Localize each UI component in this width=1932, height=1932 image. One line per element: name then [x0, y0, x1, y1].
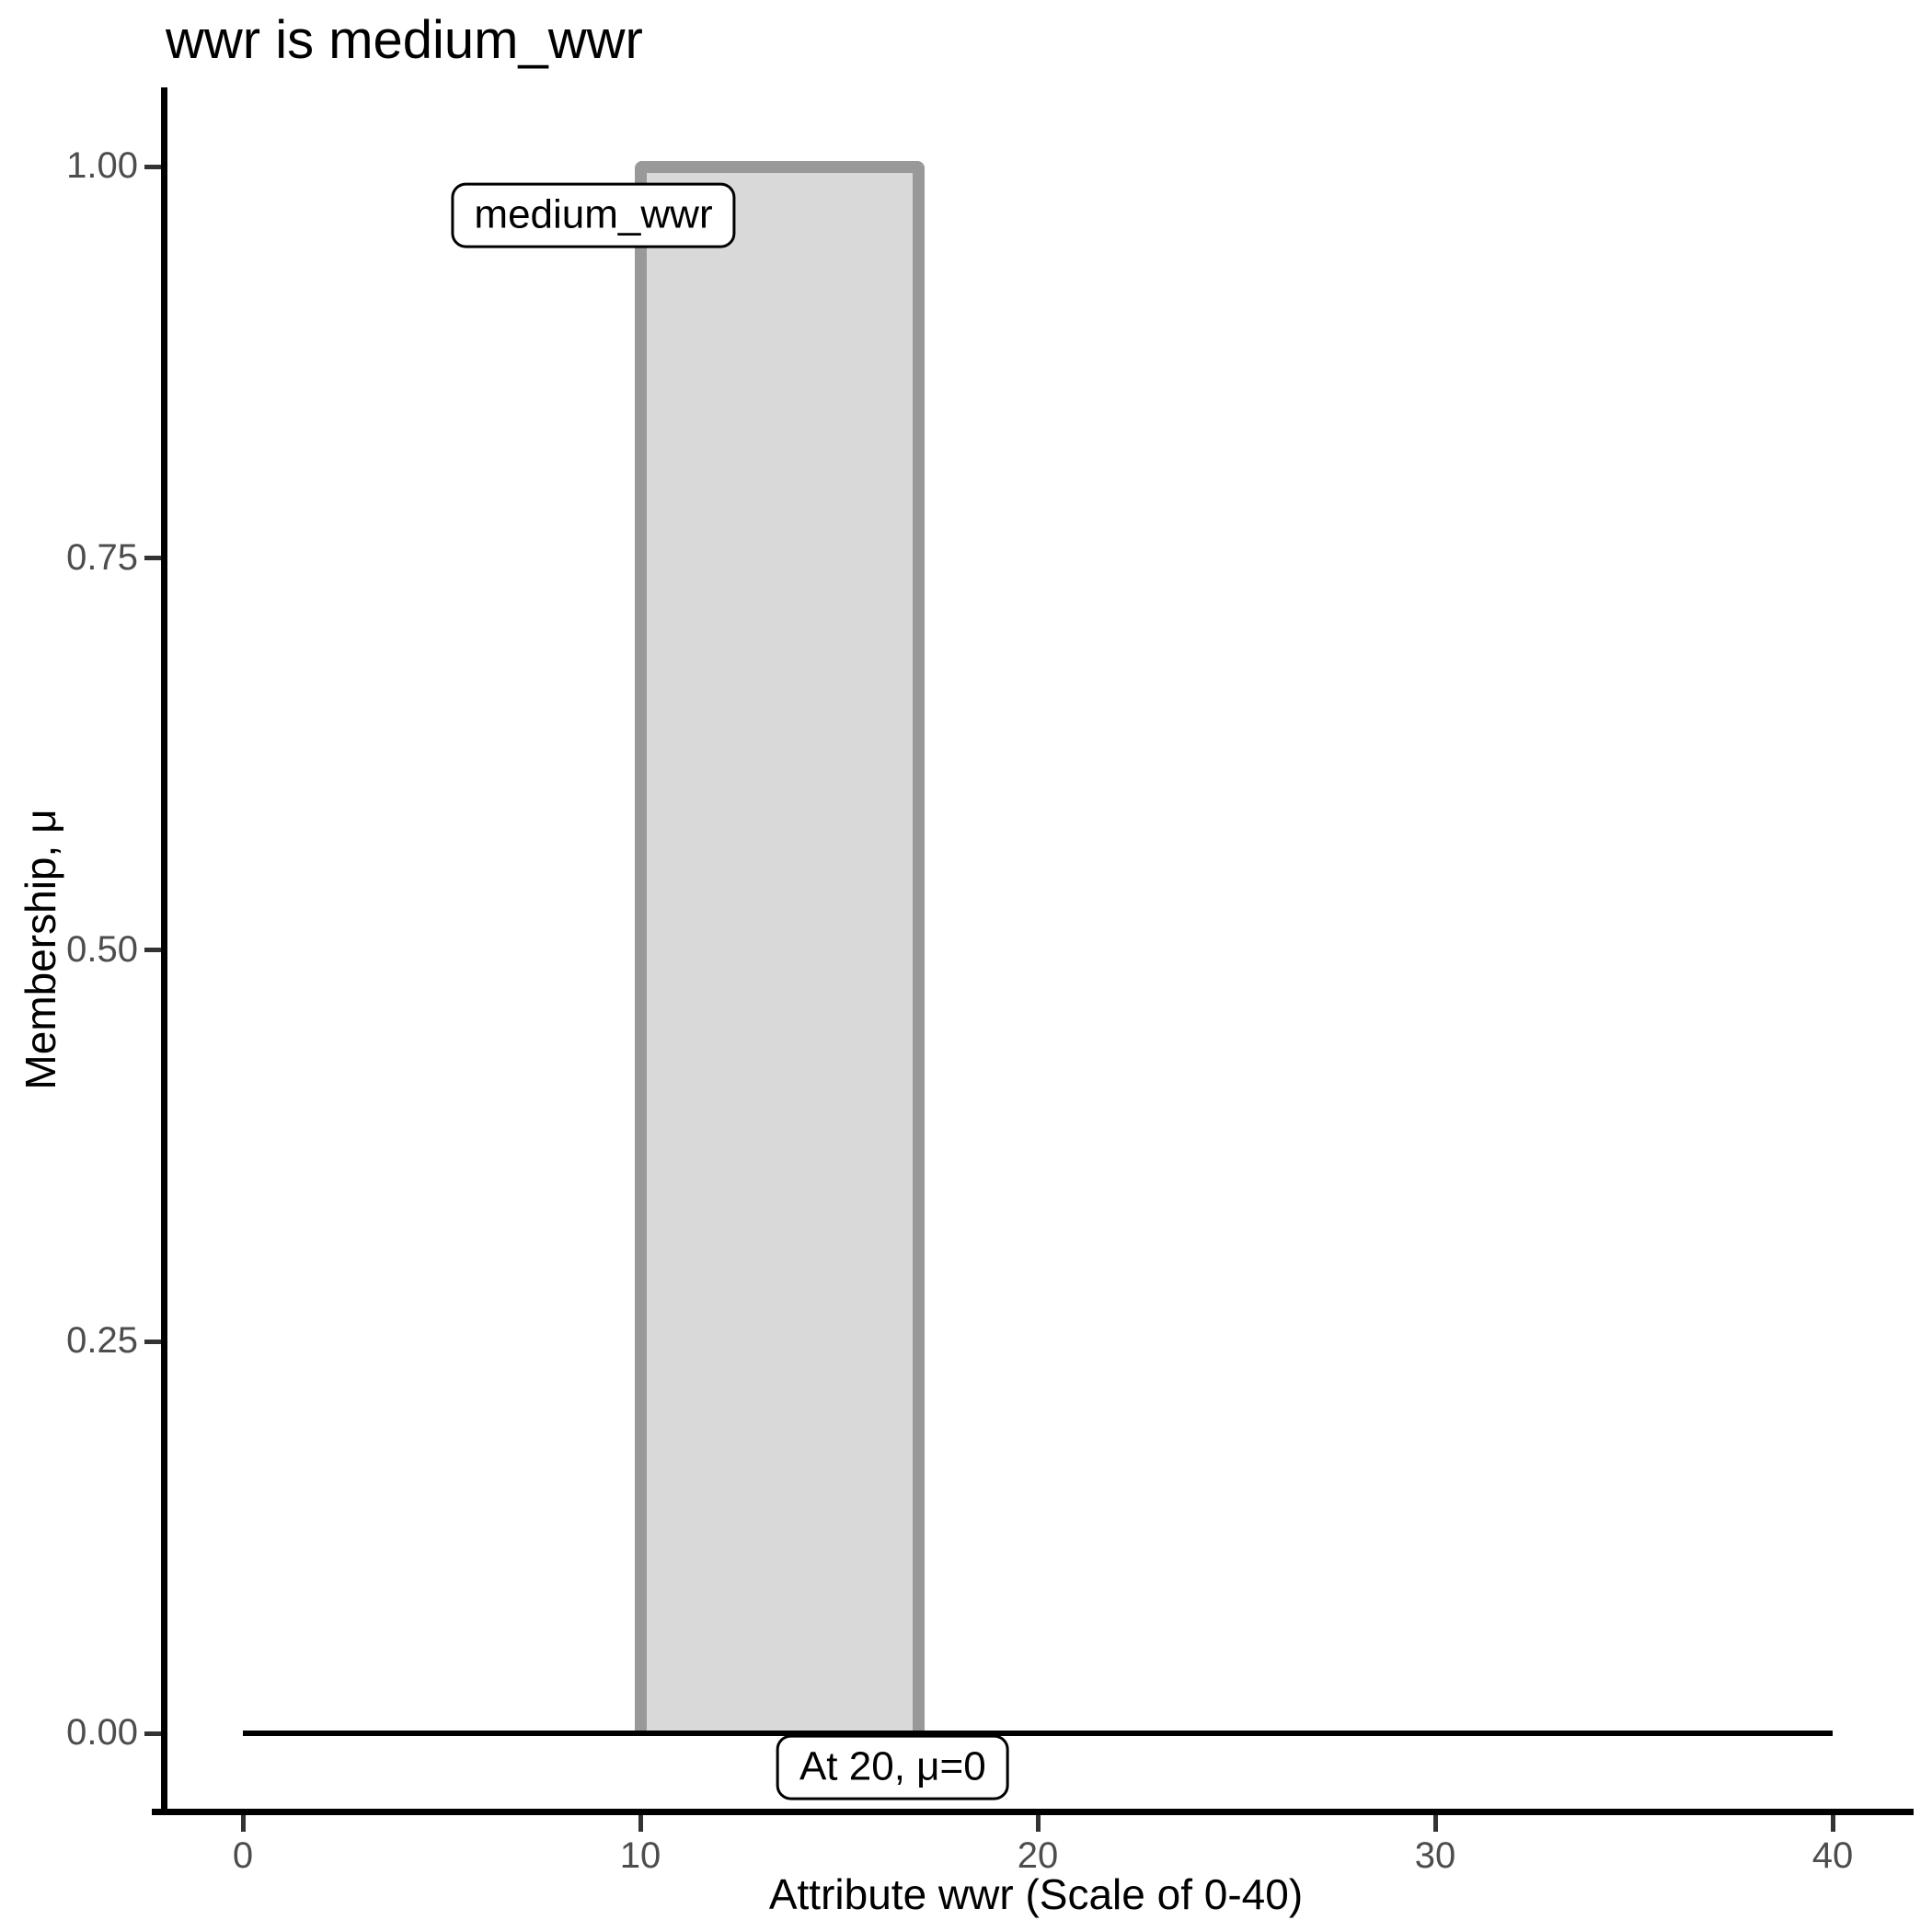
chart-title: wwr is medium_wwr [166, 10, 643, 70]
y-tick-mark [144, 556, 161, 561]
membership-set-rect [634, 160, 925, 1736]
x-tick-label: 30 [1414, 1835, 1456, 1876]
membership-baseline [243, 1731, 1833, 1736]
y-tick-label: 1.00 [66, 145, 138, 186]
y-tick-mark [144, 948, 161, 952]
x-tick-mark [1035, 1815, 1041, 1832]
x-axis-title: Attribute wwr (Scale of 0-40) [768, 1870, 1304, 1918]
x-tick-mark [638, 1815, 643, 1832]
y-tick-label: 0.25 [66, 1320, 138, 1362]
annotation-label: At 20, μ=0 [776, 1735, 1009, 1800]
x-axis-line [152, 1809, 1914, 1815]
y-tick-mark [144, 1339, 161, 1344]
y-tick-label: 0.50 [66, 928, 138, 970]
x-tick-label: 0 [232, 1835, 254, 1876]
x-tick-mark [1830, 1815, 1835, 1832]
y-axis-line [161, 87, 167, 1815]
x-tick-label: 20 [1017, 1835, 1059, 1876]
y-tick-mark [144, 164, 161, 169]
y-tick-mark [144, 1731, 161, 1736]
x-tick-mark [240, 1815, 246, 1832]
x-tick-mark [1432, 1815, 1438, 1832]
y-tick-label: 0.00 [66, 1712, 138, 1753]
annotation-label: medium_wwr [451, 182, 736, 248]
x-tick-label: 10 [619, 1835, 661, 1876]
y-tick-label: 0.75 [66, 536, 138, 578]
x-tick-label: 40 [1811, 1835, 1854, 1876]
